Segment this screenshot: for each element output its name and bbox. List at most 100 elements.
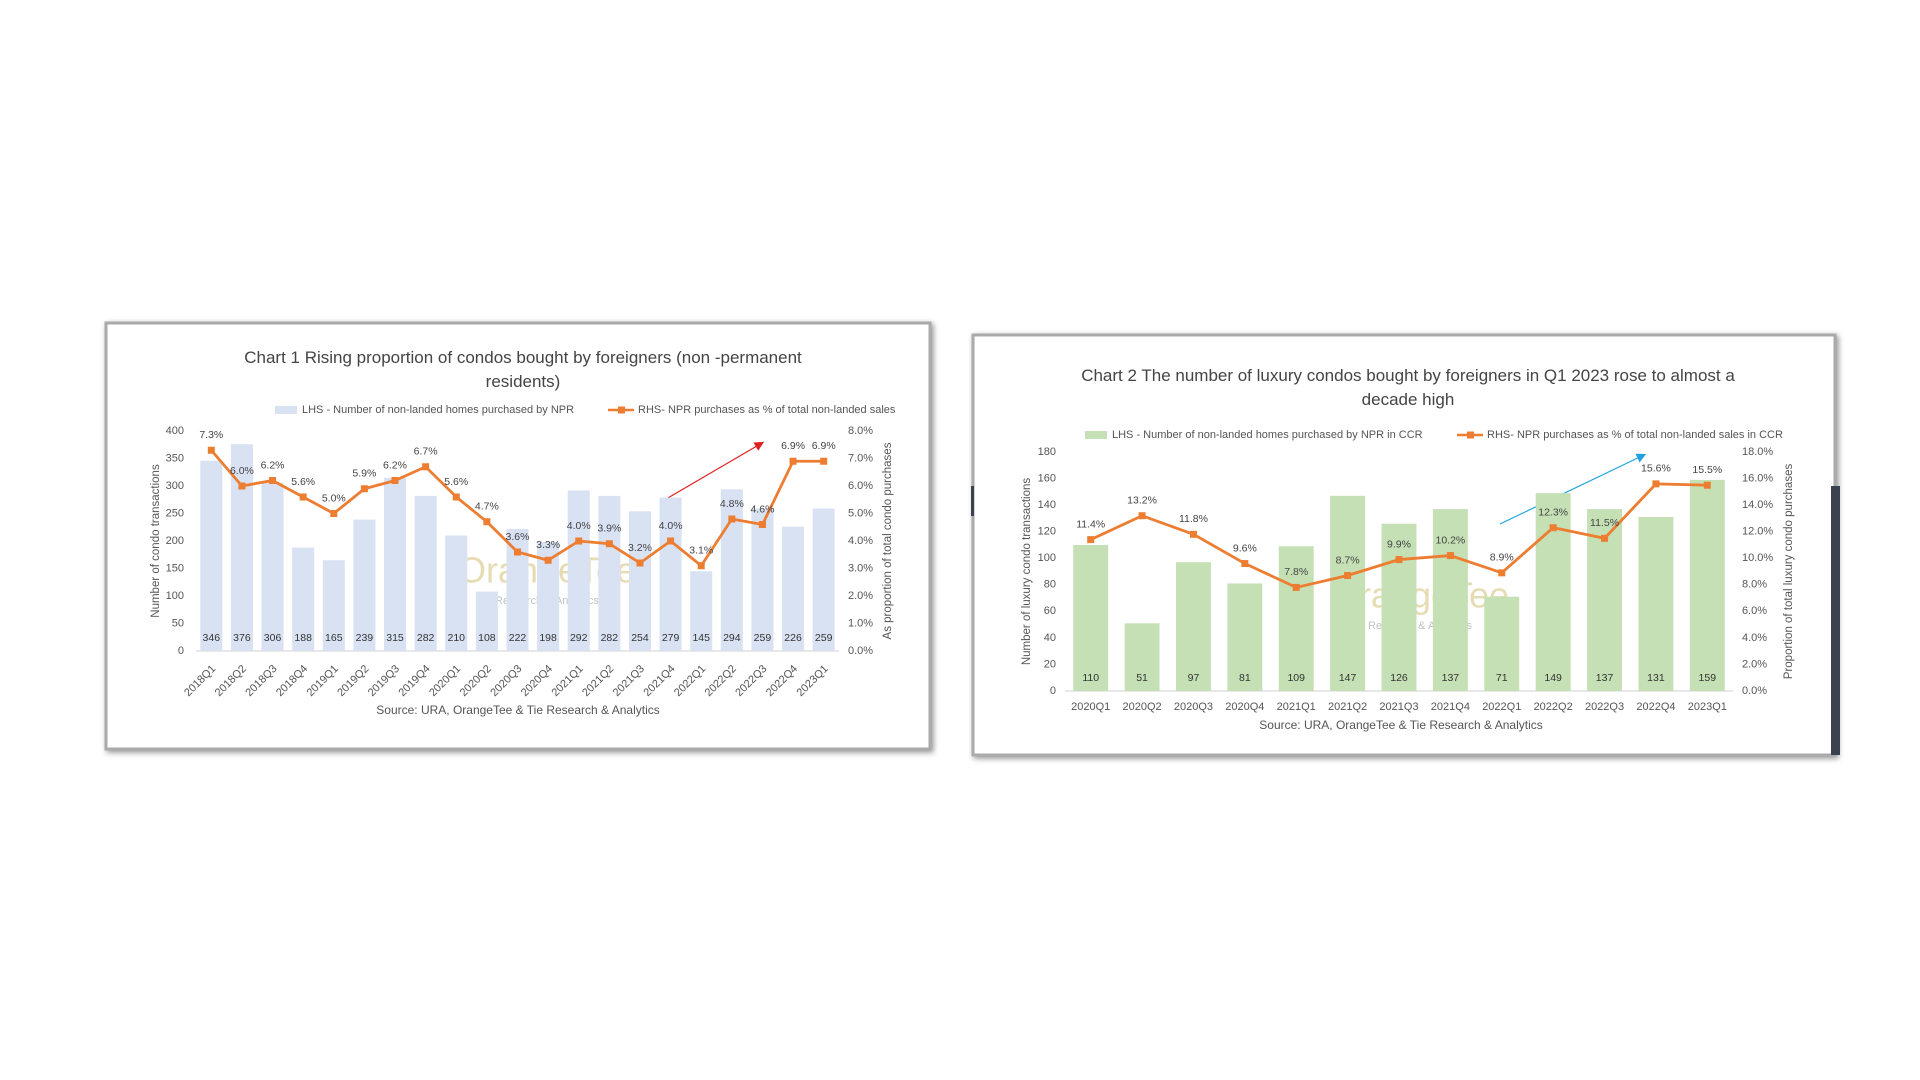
bar <box>720 489 743 651</box>
y-axis-label: Number of condo transactions <box>150 464 162 618</box>
bar <box>1124 623 1160 691</box>
y2-axis-label: As proportion of total condo purchases <box>882 442 894 639</box>
background-strip <box>971 486 974 516</box>
legend-swatch <box>1085 431 1107 439</box>
bar-value-label: 346 <box>203 632 221 644</box>
x-tick-label: 2022Q3 <box>1585 701 1624 713</box>
line-marker <box>1087 536 1095 544</box>
line-marker <box>1498 569 1506 577</box>
y-tick-label: 80 <box>1044 579 1056 591</box>
bar-value-label: 198 <box>539 632 557 644</box>
y2-tick-label: 7.0% <box>848 452 873 464</box>
line-marker <box>483 518 491 526</box>
line-marker <box>820 457 828 465</box>
line-value-label: 6.2% <box>383 459 407 471</box>
source-note: Source: URA, OrangeTee & Tie Research & … <box>1259 718 1542 732</box>
line-value-label: 5.6% <box>291 476 315 488</box>
line-marker <box>238 482 246 490</box>
line-value-label: 13.2% <box>1127 495 1157 507</box>
bar-value-label: 131 <box>1647 672 1665 684</box>
legend-swatch <box>618 406 625 414</box>
line-value-label: 5.0% <box>322 492 346 504</box>
line-marker <box>299 493 307 501</box>
bar-value-label: 306 <box>264 632 282 644</box>
x-tick-label: 2022Q2 <box>1534 701 1573 713</box>
bar <box>1227 583 1263 691</box>
y2-tick-label: 12.0% <box>1742 526 1773 538</box>
line-marker <box>1344 571 1352 579</box>
x-tick-label: 2022Q1 <box>1482 701 1521 713</box>
x-tick-label: 2020Q4 <box>1225 701 1264 713</box>
bar-value-label: 71 <box>1496 672 1508 684</box>
line-value-label: 9.6% <box>1233 542 1257 554</box>
bar-value-label: 292 <box>570 632 588 644</box>
line-value-label: 6.0% <box>230 465 254 477</box>
y-tick-label: 20 <box>1044 658 1056 670</box>
line-marker <box>1601 534 1609 542</box>
line-marker <box>330 510 338 517</box>
x-tick-label: 2021Q3 <box>1379 701 1418 713</box>
y2-tick-label: 10.0% <box>1742 552 1773 564</box>
bar <box>414 495 437 651</box>
bar-value-label: 222 <box>509 632 527 644</box>
bar <box>812 508 835 651</box>
x-tick-label: 2023Q1 <box>1688 701 1727 713</box>
bar-value-label: 109 <box>1287 672 1305 684</box>
line-marker <box>758 521 766 528</box>
line-marker <box>1395 556 1403 564</box>
y-tick-label: 150 <box>166 562 184 574</box>
line-marker <box>269 477 277 484</box>
y2-tick-label: 14.0% <box>1742 499 1773 511</box>
line-marker <box>207 446 215 454</box>
bar-value-label: 188 <box>294 632 312 644</box>
bar <box>322 560 345 651</box>
bar <box>1484 596 1520 691</box>
x-tick-label: 2022Q4 <box>1636 701 1675 713</box>
y-tick-label: 40 <box>1044 632 1056 644</box>
line-marker <box>1138 512 1146 520</box>
bar <box>384 477 407 651</box>
x-tick-label: 2020Q1 <box>1071 701 1110 713</box>
bar-value-label: 97 <box>1188 672 1200 684</box>
y2-tick-label: 8.0% <box>1742 579 1767 591</box>
y2-tick-label: 8.0% <box>848 425 873 437</box>
legend-label: RHS- NPR purchases as % of total non-lan… <box>638 404 896 416</box>
line-value-label: 3.3% <box>536 539 560 551</box>
bar-value-label: 159 <box>1699 672 1717 684</box>
bar-value-label: 226 <box>784 632 802 644</box>
line-marker <box>391 477 399 484</box>
line-value-label: 3.9% <box>597 523 621 535</box>
y-tick-label: 140 <box>1038 499 1056 511</box>
bar <box>230 444 253 651</box>
line-value-label: 12.3% <box>1538 506 1568 518</box>
legend-label: RHS- NPR purchases as % of total non-lan… <box>1487 429 1783 441</box>
y2-tick-label: 2.0% <box>1742 658 1767 670</box>
line-marker <box>605 540 613 548</box>
y-tick-label: 50 <box>172 617 184 629</box>
y2-tick-label: 0.0% <box>1742 685 1767 697</box>
bar <box>1330 495 1366 691</box>
y2-tick-label: 16.0% <box>1742 472 1773 484</box>
bar <box>598 495 621 651</box>
line-value-label: 8.9% <box>1490 552 1514 564</box>
bar <box>261 482 284 651</box>
bar <box>506 528 529 651</box>
legend-label: LHS - Number of non-landed homes purchas… <box>1112 429 1423 441</box>
y-tick-label: 0 <box>1050 685 1056 697</box>
chart-title: Chart 1 Rising proportion of condos boug… <box>244 348 802 391</box>
source-note: Source: URA, OrangeTee & Tie Research & … <box>376 703 659 717</box>
line-marker <box>422 463 430 471</box>
line-marker <box>1241 560 1249 568</box>
bar <box>628 511 651 651</box>
bar-value-label: 51 <box>1136 672 1148 684</box>
bar-value-label: 165 <box>325 632 343 644</box>
line-value-label: 10.2% <box>1435 534 1465 546</box>
line-marker <box>1652 480 1660 488</box>
line-value-label: 3.2% <box>628 542 652 554</box>
line-value-label: 6.7% <box>414 446 438 458</box>
line-value-label: 15.6% <box>1641 463 1671 475</box>
line-value-label: 8.7% <box>1336 554 1360 566</box>
bar-value-label: 210 <box>447 632 465 644</box>
bar-value-label: 145 <box>692 632 710 644</box>
line-marker <box>514 548 521 556</box>
